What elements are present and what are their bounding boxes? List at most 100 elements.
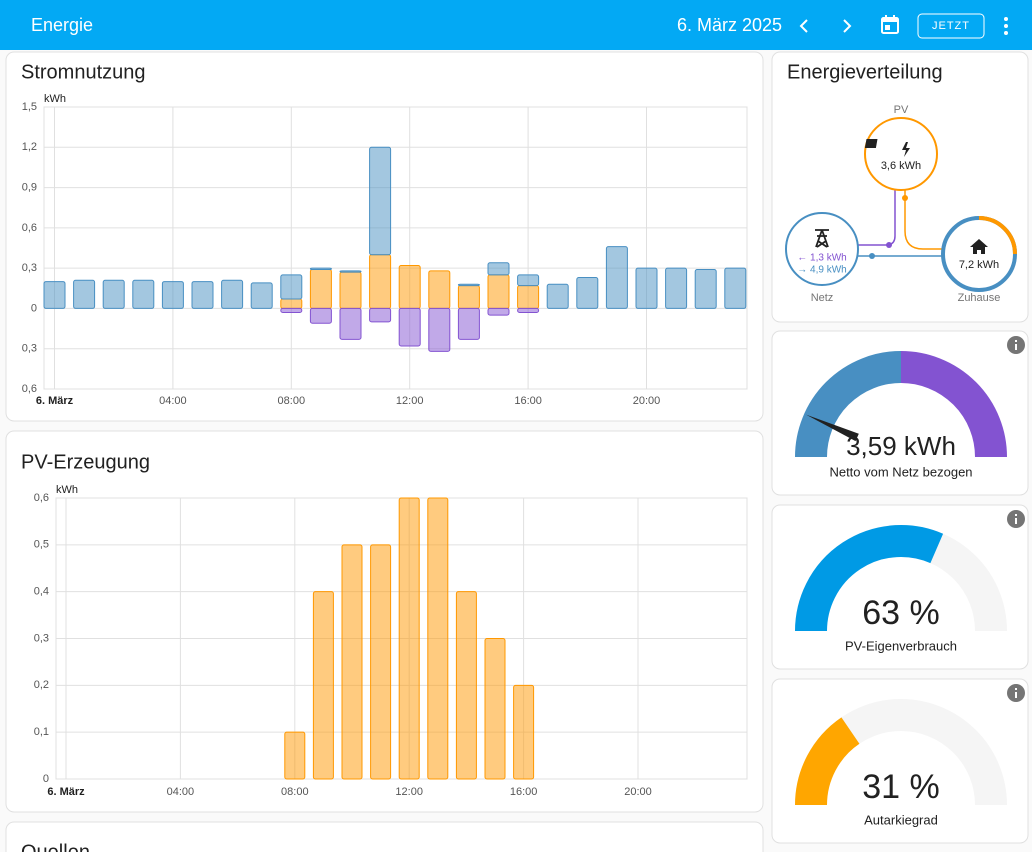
bar [546,283,569,309]
info-icon [1015,518,1017,524]
y-tick-label: 0,2 [34,679,49,691]
gauge-value: 31 % [862,768,940,806]
next-button[interactable] [843,19,852,33]
bar [250,282,273,309]
date-label: 6. März 2025 [677,15,782,35]
x-tick-label: 16:00 [510,786,538,798]
x-tick-label: 16:00 [514,395,542,407]
info-icon [1015,688,1017,690]
bar [398,264,421,309]
card-title: PV-Erzeugung [21,451,150,473]
bar [339,271,362,309]
bar [341,544,363,780]
gauge-value: 3,59 kWh [846,431,956,461]
y-tick-label: 0,3 [22,343,37,355]
bar [309,267,332,270]
y-tick-label: 0,6 [34,492,49,504]
card-title: Energieverteilung [787,61,943,83]
x-tick-label: 12:00 [396,395,424,407]
y-axis-unit: kWh [56,484,78,496]
bar [221,279,244,309]
bar [280,298,303,309]
bar [309,268,332,309]
bar [457,285,480,309]
page-title: Energie [31,15,93,35]
bar [43,281,66,309]
flow-line [904,190,943,250]
bar [369,307,392,323]
info-icon [1015,514,1017,516]
grid-node[interactable] [785,212,859,286]
bar [635,267,658,309]
node-value: ← 1,3 kWh [797,253,846,264]
bar [369,254,392,309]
bar [487,274,510,309]
y-tick-label: 0,3 [22,262,37,274]
now-button-label[interactable]: JETZT [932,20,970,32]
bar [309,307,332,324]
prev-button[interactable] [799,19,808,33]
gauge-needle [806,414,859,442]
gauge-title: Autarkiegrad [864,812,938,827]
bar [191,281,214,309]
bar [605,246,628,309]
y-tick-label: 0,3 [34,632,49,644]
x-tick-label: 08:00 [281,786,309,798]
node-label: Netz [811,292,834,304]
now-button[interactable] [917,13,985,39]
pv-node[interactable] [864,117,938,191]
x-tick-label: 12:00 [395,786,423,798]
plot-border [43,106,748,390]
bar [339,307,362,340]
y-tick-label: 0,4 [34,586,49,598]
info-icon [1015,344,1017,350]
y-tick-label: 0,9 [22,181,37,193]
bar [517,307,540,313]
bar [339,270,362,273]
x-tick-label: 6. März [36,395,74,407]
node-label: Zuhause [958,292,1001,304]
menu-button[interactable] [1004,17,1008,35]
node-label: PV [894,104,909,116]
x-tick-label: 6. März [47,786,85,798]
card-title: Quellen [21,841,90,852]
flow-dot [869,253,875,259]
bar [487,262,510,276]
gauge-title: PV-Eigenverbrauch [845,638,957,653]
bar [455,591,477,780]
bar [487,307,510,316]
bar [517,285,540,309]
x-tick-label: 04:00 [167,786,195,798]
x-tick-label: 20:00 [624,786,652,798]
bar [280,274,303,300]
grid-icon [815,229,829,248]
calendar-button[interactable] [881,15,899,34]
solar-icon [864,139,910,157]
bar [576,277,599,309]
y-axis-unit: kWh [44,93,66,105]
bar [427,497,449,780]
bar [484,638,506,780]
node-value: → 4,9 kWh [797,265,846,276]
node-value: 3,6 kWh [881,160,921,172]
bar [161,281,184,309]
bar [694,268,717,309]
x-tick-label: 20:00 [633,395,661,407]
gauges: 3,59 kWh Netto vom Netz bezogen 63 % PV-Eig… [771,330,1029,844]
bar [370,544,392,780]
x-tick-label: 08:00 [278,395,306,407]
y-tick-label: 1,5 [22,101,37,113]
info-icon [1015,692,1017,698]
gauge-value-arc [795,525,944,632]
top-bar [0,0,1032,50]
gauge-segment [795,351,902,458]
card [5,821,764,852]
bar [665,267,688,309]
bar [312,591,334,780]
y-tick-label: 1,2 [22,141,37,153]
y-tick-label: 0,6 [22,222,37,234]
info-icon [1015,340,1017,342]
node-value: 7,2 kWh [959,259,999,271]
